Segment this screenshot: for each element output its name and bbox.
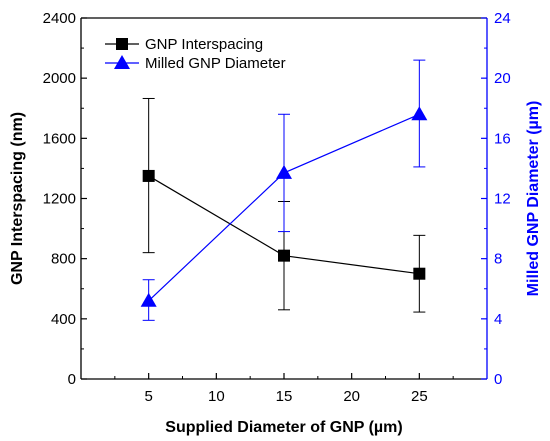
x-tick-label: 15 [276,388,293,405]
y-right-tick-label: 4 [494,311,502,328]
y-left-tick-label: 1200 [43,191,76,208]
y-right-tick-label: 24 [494,10,511,27]
y-left-tick-label: 2400 [43,10,76,27]
data-point-square [142,169,155,182]
data-point-square [413,267,426,280]
y-right-tick-label: 0 [494,371,502,388]
x-tick-label: 20 [343,388,360,405]
x-tick-label: 5 [144,388,152,405]
x-tick-label: 10 [208,388,225,405]
x-axis-title: Supplied Diameter of GNP (µm) [165,419,402,436]
y-left-tick-label: 400 [51,311,76,328]
y-left-tick-label: 1600 [43,130,76,147]
data-point-triangle [140,292,157,307]
data-point-triangle [411,106,428,121]
y-right-axis-title: Milled GNP Diameter (µm) [525,101,542,297]
data-point-triangle [276,164,292,179]
y-right-tick-label: 8 [494,251,502,268]
legend-marker-triangle [114,55,130,69]
legend-marker-square [116,38,128,50]
x-tick-label: 25 [411,388,428,405]
y-left-tick-label: 2000 [43,70,76,87]
y-right-tick-label: 12 [494,191,511,208]
legend-label-diameter: Milled GNP Diameter [145,55,286,72]
y-right-tick-label: 20 [494,70,511,87]
y-right-tick-label: 16 [494,130,511,147]
y-left-tick-label: 800 [51,251,76,268]
data-point-square [278,249,290,262]
legend-label-interspacing: GNP Interspacing [145,36,263,53]
y-left-tick-label: 0 [68,371,76,388]
y-left-axis-title: GNP Interspacing (nm) [9,112,26,285]
